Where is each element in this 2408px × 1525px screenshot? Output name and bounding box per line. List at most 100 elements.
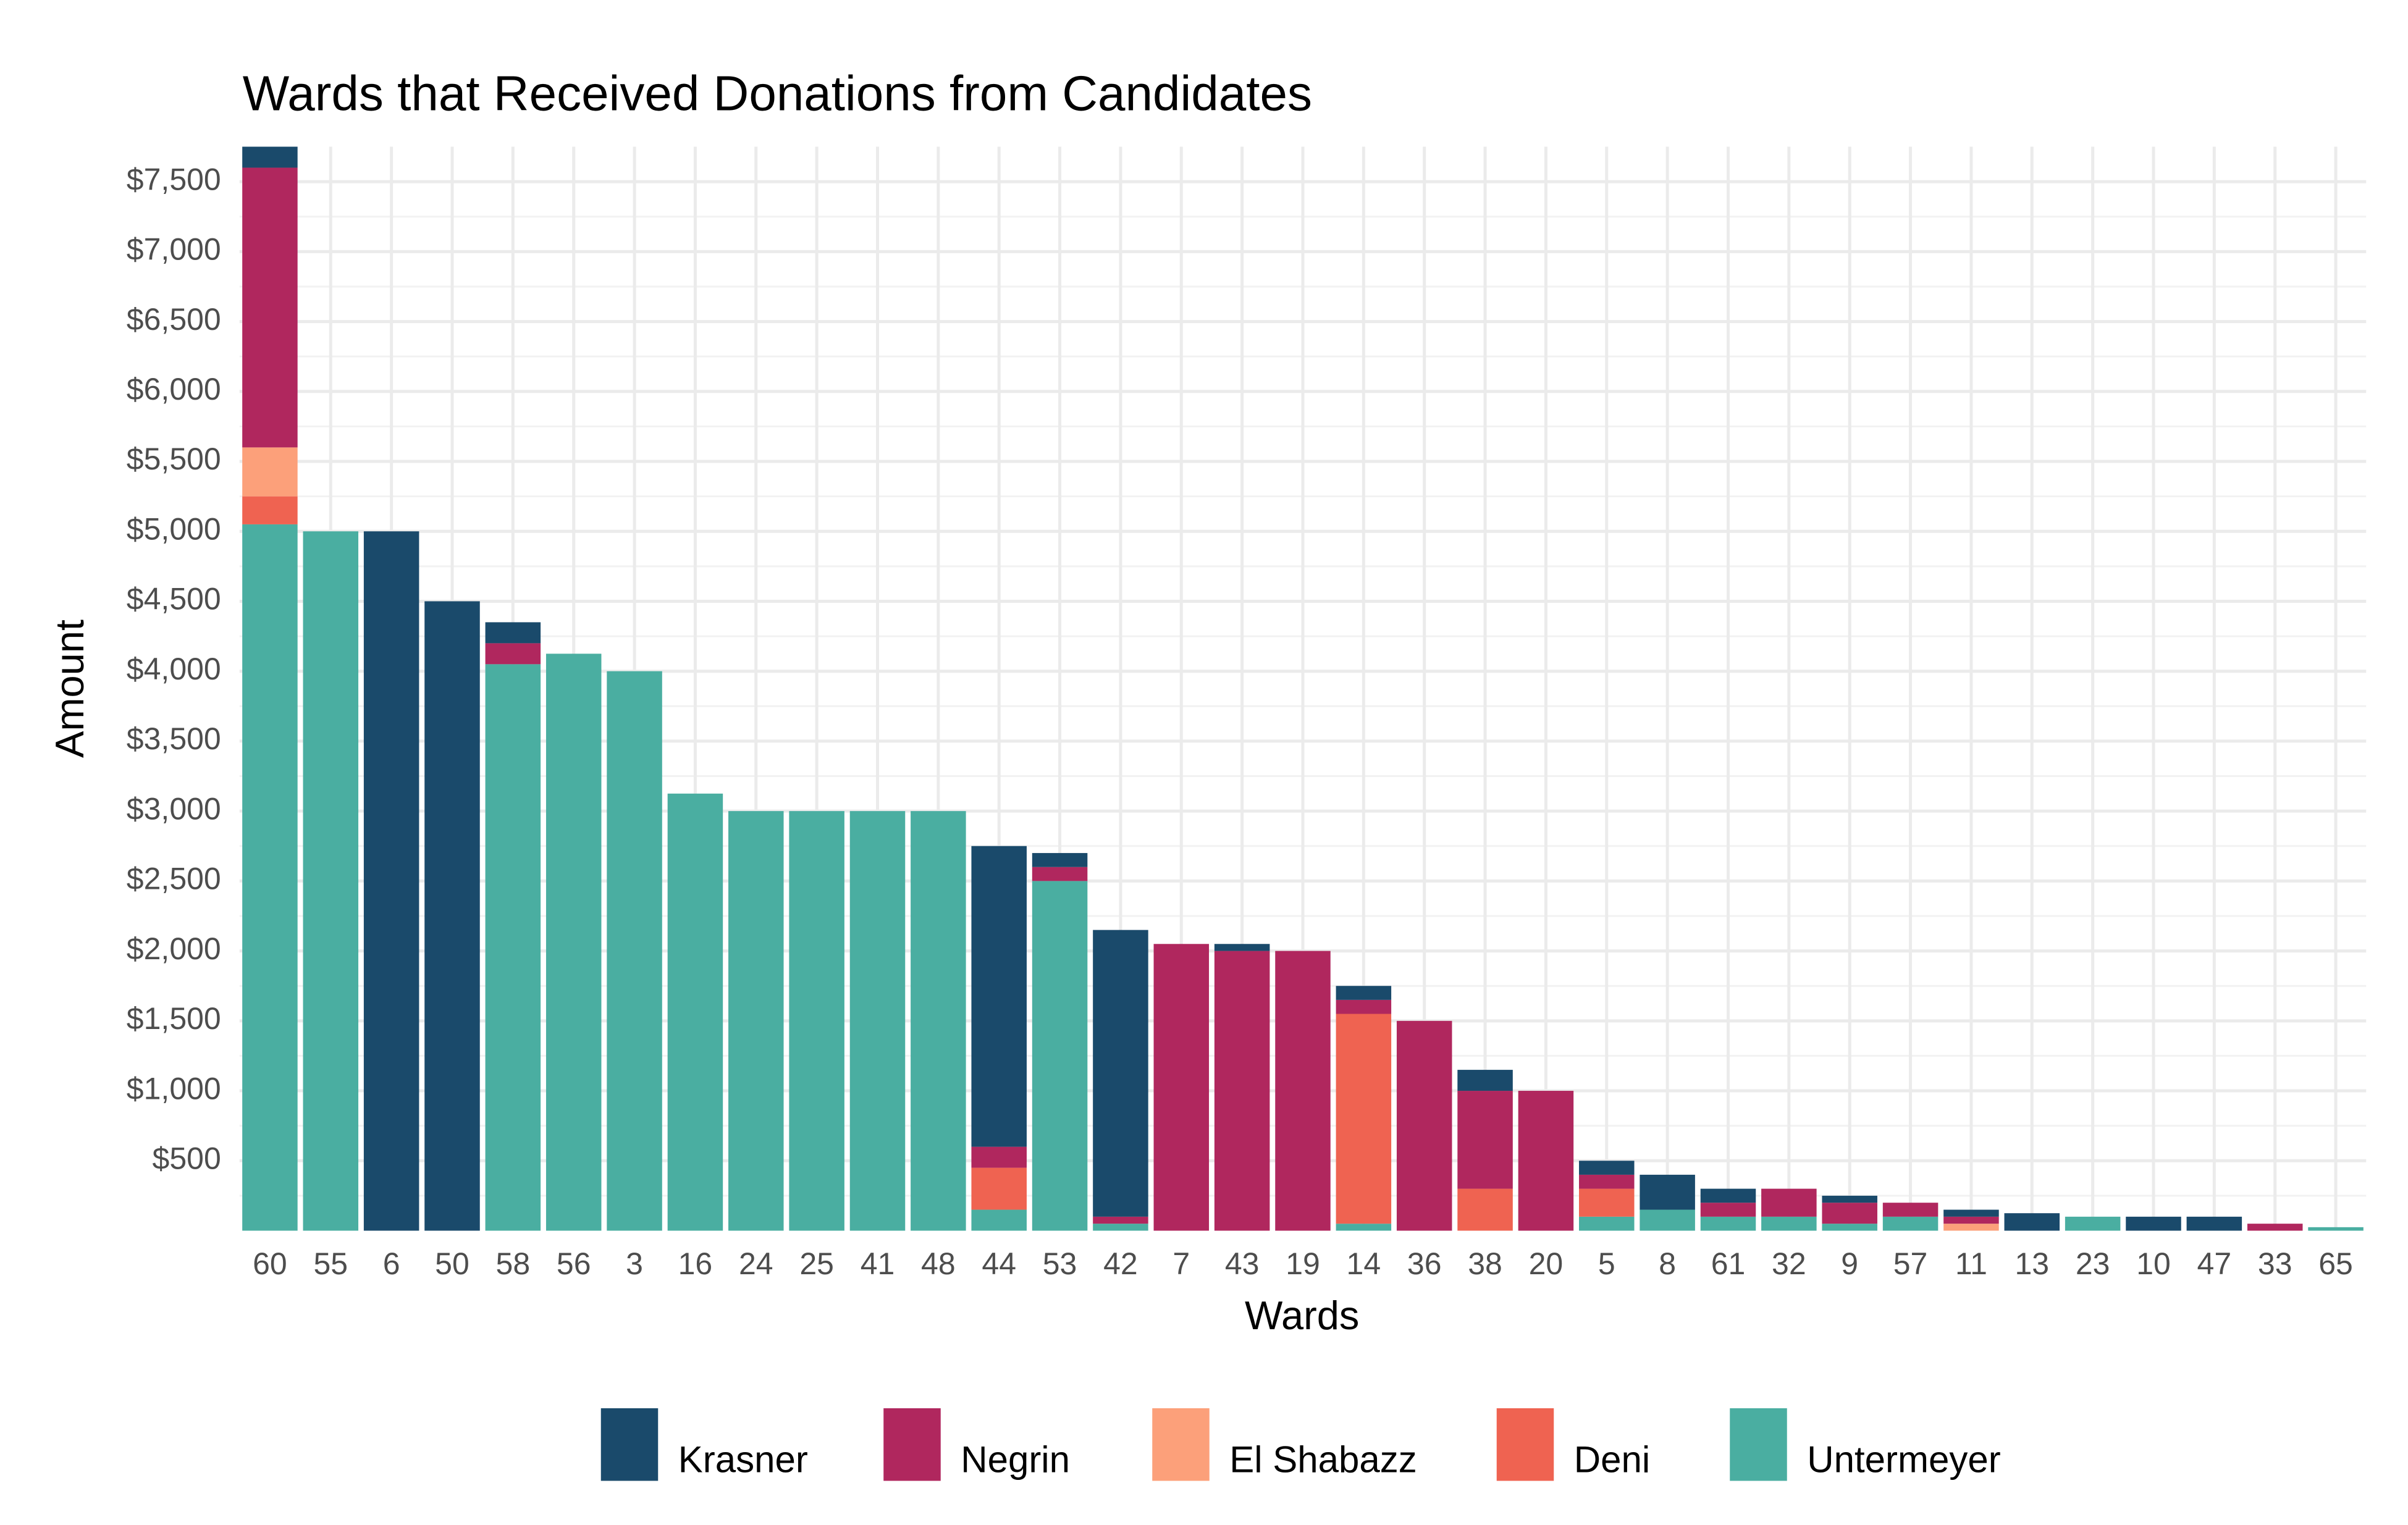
legend-label: Deni — [1574, 1439, 1650, 1480]
bar-segment — [1214, 951, 1270, 1231]
bar-segment — [911, 811, 966, 1231]
bar-segment — [607, 671, 662, 1231]
bar-segment — [1700, 1188, 1756, 1203]
bar-segment — [971, 846, 1027, 1147]
bar-segment — [1457, 1188, 1513, 1231]
bar-segment — [1943, 1224, 1999, 1231]
bar-segment — [849, 811, 906, 1231]
x-tick-label: 5 — [1598, 1246, 1615, 1281]
bar-segment — [1761, 1188, 1817, 1217]
bar-segment — [1518, 1091, 1574, 1231]
bar-segment — [1822, 1195, 1877, 1203]
y-tick-label: $7,500 — [127, 162, 221, 196]
chart-title: Wards that Received Donations from Candi… — [243, 66, 1312, 121]
x-tick-label: 44 — [982, 1246, 1016, 1281]
bar-segment — [971, 1209, 1027, 1231]
y-tick-label: $1,500 — [127, 1001, 221, 1036]
x-tick-label: 57 — [1893, 1246, 1928, 1281]
bar-segment — [1882, 1203, 1939, 1217]
bar-segment — [971, 1146, 1027, 1168]
bar-segment — [1457, 1091, 1513, 1189]
bar-segment — [1640, 1209, 1695, 1231]
bar-segment — [2308, 1227, 2364, 1231]
legend-label: El Shabazz — [1229, 1439, 1417, 1480]
bar-segment — [242, 496, 298, 524]
x-tick-label: 32 — [1772, 1246, 1806, 1281]
x-tick-label: 33 — [2258, 1246, 2292, 1281]
bar-segment — [1457, 1070, 1513, 1091]
legend-swatch — [600, 1408, 659, 1481]
y-tick-label: $4,000 — [127, 652, 221, 686]
x-tick-label: 19 — [1286, 1246, 1320, 1281]
bar-segment — [485, 643, 541, 665]
bar-segment — [485, 664, 541, 1231]
bar-segment — [667, 793, 723, 1231]
bar-segment — [1822, 1224, 1877, 1231]
bar-segment — [545, 653, 602, 1231]
bar-segment — [1093, 1224, 1148, 1231]
bar-segment — [485, 622, 541, 644]
x-tick-label: 7 — [1172, 1246, 1190, 1281]
x-tick-label: 9 — [1841, 1246, 1858, 1281]
bar-segment — [1336, 1224, 1392, 1231]
bar-segment — [971, 1167, 1027, 1210]
y-tick-label: $6,500 — [127, 302, 221, 337]
bar-segment — [1396, 1020, 1452, 1231]
y-tick-label: $2,500 — [127, 862, 221, 896]
y-tick-label: $6,000 — [127, 372, 221, 406]
bar-segment — [424, 601, 480, 1231]
bar-segment — [1700, 1203, 1756, 1217]
x-tick-label: 58 — [496, 1246, 531, 1281]
y-tick-label: $5,500 — [127, 442, 221, 476]
legend-swatch — [1152, 1408, 1210, 1481]
bar-segment — [1032, 867, 1088, 881]
bar-segment — [2065, 1216, 2121, 1231]
bar-segment — [2247, 1224, 2303, 1231]
bar-segment — [1640, 1174, 1695, 1210]
legend-swatch — [883, 1408, 941, 1481]
bar-segment — [1579, 1216, 1635, 1231]
y-tick-label: $7,000 — [127, 232, 221, 267]
bar-segment — [1882, 1216, 1939, 1231]
x-tick-label: 53 — [1043, 1246, 1077, 1281]
x-tick-label: 43 — [1225, 1246, 1260, 1281]
bar-segment — [363, 531, 419, 1231]
x-tick-label: 25 — [799, 1246, 834, 1281]
x-tick-label: 47 — [2197, 1246, 2232, 1281]
y-tick-label: $500 — [153, 1141, 221, 1175]
bar-segment — [2004, 1213, 2060, 1231]
y-tick-label: $3,000 — [127, 791, 221, 826]
bar-segment — [1336, 999, 1392, 1014]
x-tick-label: 38 — [1468, 1246, 1502, 1281]
x-tick-label: 61 — [1711, 1246, 1746, 1281]
x-tick-label: 23 — [2076, 1246, 2110, 1281]
bar-segment — [1214, 944, 1270, 951]
bar-segment — [1275, 951, 1331, 1231]
legend-label: Untermeyer — [1807, 1439, 2000, 1480]
bar-segment — [1093, 1216, 1148, 1224]
x-tick-label: 55 — [313, 1246, 348, 1281]
bar-segment — [242, 524, 298, 1231]
bar-segment — [242, 447, 298, 497]
bar-segment — [1579, 1161, 1635, 1175]
y-tick-label: $4,500 — [127, 582, 221, 616]
x-tick-label: 65 — [2318, 1246, 2353, 1281]
bar-segment — [1032, 881, 1088, 1231]
x-axis-label: Wards — [1245, 1293, 1359, 1338]
bar-segment — [1153, 944, 1210, 1231]
y-tick-label: $3,500 — [127, 721, 221, 756]
bar-segment — [242, 146, 298, 168]
bar-segment — [2126, 1216, 2181, 1231]
x-tick-label: 13 — [2014, 1246, 2049, 1281]
x-tick-label: 20 — [1529, 1246, 1564, 1281]
bar-segment — [1336, 1014, 1392, 1224]
x-tick-label: 50 — [435, 1246, 469, 1281]
bar-segment — [1579, 1188, 1635, 1217]
bar-segment — [1336, 986, 1392, 1000]
legend-label: Krasner — [678, 1439, 808, 1480]
bar-segment — [1822, 1203, 1877, 1224]
bar-segment — [303, 531, 359, 1231]
bar-segment — [728, 811, 784, 1231]
